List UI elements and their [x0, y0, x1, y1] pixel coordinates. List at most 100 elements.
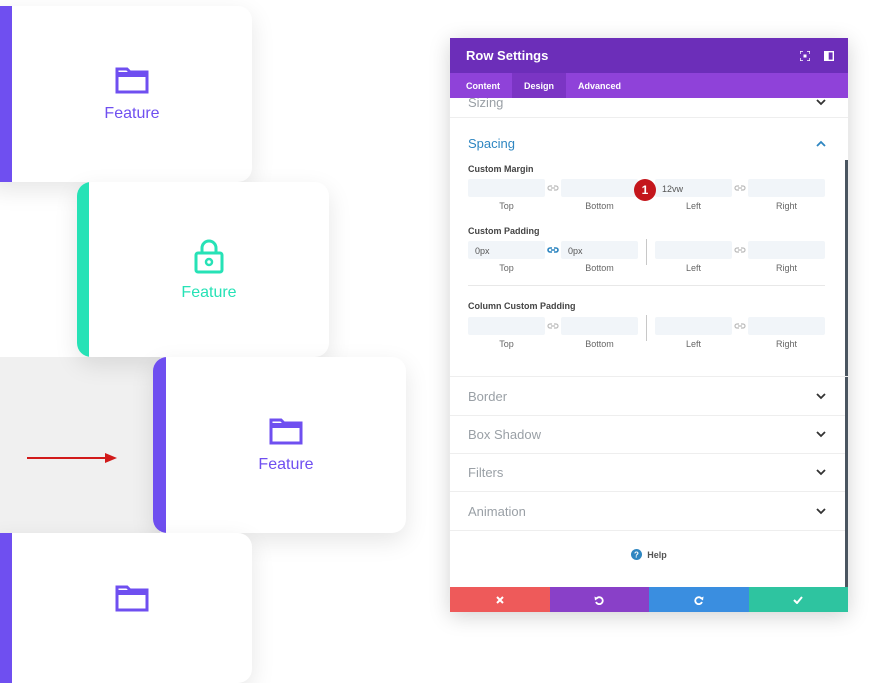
row-settings-panel: Row Settings Content Design Advanced Siz…	[450, 38, 848, 612]
card-accent-stripe	[0, 6, 12, 182]
scrollbar[interactable]	[845, 160, 848, 588]
custom-margin-label: Custom Margin	[468, 164, 534, 174]
chevron-up-icon	[816, 140, 826, 147]
panel-title: Row Settings	[466, 48, 549, 63]
folder-icon	[115, 585, 149, 612]
preview-background-band	[0, 357, 160, 533]
feature-card-3: Feature	[153, 357, 406, 533]
svg-text:?: ?	[634, 551, 639, 560]
field-label: Right	[775, 201, 797, 211]
feature-card-2: Feature	[77, 182, 329, 357]
section-title: Animation	[468, 503, 526, 519]
section-title: Filters	[468, 465, 504, 480]
link-active-icon[interactable]	[547, 245, 559, 255]
field-label: Top	[499, 339, 514, 349]
cancel-button[interactable]	[450, 587, 550, 612]
redo-button[interactable]	[649, 587, 749, 612]
field-label: Bottom	[585, 201, 614, 211]
column-padding-row: Top Bottom Left Right	[468, 315, 825, 349]
tab-advanced[interactable]: Advanced	[578, 80, 622, 91]
help-link[interactable]: ? Help	[450, 549, 848, 560]
field-label: Top	[499, 201, 514, 211]
tab-bar: Content Design Advanced	[450, 73, 848, 98]
divider	[646, 239, 647, 265]
custom-margin-row: Top Bottom 12vw Left Right	[468, 179, 825, 211]
folder-icon	[115, 67, 149, 94]
card-accent-stripe	[77, 182, 89, 357]
undo-button[interactable]	[549, 587, 649, 612]
redo-icon	[694, 595, 704, 605]
section-title: Border	[468, 388, 508, 404]
link-icon[interactable]	[734, 321, 746, 331]
padding-top-input[interactable]: 0px	[468, 241, 545, 259]
col-padding-left-input[interactable]	[655, 317, 732, 335]
section-title: Sizing	[468, 98, 504, 110]
margin-right-input[interactable]	[748, 179, 825, 197]
chevron-down-icon	[816, 469, 826, 476]
column-padding-label: Column Custom Padding	[468, 301, 576, 311]
sidebar-toggle-icon[interactable]	[824, 50, 834, 61]
margin-top-input[interactable]	[468, 179, 545, 197]
save-button[interactable]	[748, 587, 848, 612]
col-padding-top-input[interactable]	[468, 317, 545, 335]
margin-left-input[interactable]: 12vw	[655, 179, 732, 197]
margin-bottom-input[interactable]	[561, 179, 638, 197]
card-accent-stripe	[153, 357, 166, 533]
divider	[468, 285, 825, 286]
feature-label: Feature	[258, 456, 314, 473]
field-label: Left	[685, 339, 701, 349]
folder-icon	[269, 418, 303, 445]
panel-body: Sizing Spacing Custom Margin Top Bottom …	[450, 98, 848, 588]
fullscreen-icon[interactable]	[800, 50, 810, 61]
link-icon[interactable]	[547, 183, 559, 193]
panel-header: Row Settings	[450, 38, 848, 73]
col-padding-right-input[interactable]	[748, 317, 825, 335]
spacing-header[interactable]: Spacing	[450, 118, 848, 168]
feature-label: Feature	[181, 283, 237, 301]
field-label: Bottom	[585, 263, 614, 273]
section-sizing[interactable]: Sizing	[450, 98, 848, 118]
col-padding-bottom-input[interactable]	[561, 317, 638, 335]
red-arrow-icon	[27, 453, 117, 463]
section-title: Spacing	[468, 135, 515, 151]
panel-footer	[450, 587, 848, 612]
section-filters[interactable]: Filters	[450, 454, 848, 492]
divider	[646, 315, 647, 341]
step-badge: 1	[634, 179, 656, 201]
undo-icon	[594, 595, 604, 605]
link-icon[interactable]	[734, 183, 746, 193]
section-border[interactable]: Border	[450, 377, 848, 416]
custom-padding-row: 0px Top 0px Bottom Left Right	[468, 239, 825, 273]
card-accent-stripe	[0, 533, 12, 683]
check-icon	[793, 595, 804, 604]
chevron-down-icon	[816, 99, 826, 106]
padding-right-input[interactable]	[748, 241, 825, 259]
feature-card-1: Feature	[0, 6, 252, 182]
link-icon[interactable]	[547, 321, 559, 331]
chevron-down-icon	[816, 507, 826, 514]
section-animation[interactable]: Animation	[450, 492, 848, 531]
section-title: Box Shadow	[468, 427, 541, 442]
help-label: Help	[647, 549, 667, 560]
padding-bottom-input[interactable]: 0px	[561, 241, 638, 259]
field-label: Left	[685, 263, 701, 273]
field-label: Top	[499, 263, 514, 273]
field-label: Left	[685, 201, 701, 211]
tab-content[interactable]: Content	[466, 80, 500, 91]
close-icon	[496, 595, 504, 604]
section-spacing: Spacing Custom Margin Top Bottom 12vw Le…	[450, 118, 848, 377]
tab-design[interactable]: Design	[512, 73, 567, 98]
chevron-down-icon	[816, 431, 826, 438]
section-box-shadow[interactable]: Box Shadow	[450, 416, 848, 454]
feature-label: Feature	[104, 105, 160, 122]
lock-icon	[194, 239, 224, 273]
help-icon: ?	[631, 549, 643, 560]
field-label: Bottom	[585, 339, 614, 349]
custom-padding-label: Custom Padding	[468, 226, 540, 236]
padding-left-input[interactable]	[655, 241, 732, 259]
field-label: Right	[775, 263, 797, 273]
field-label: Right	[775, 339, 797, 349]
chevron-down-icon	[816, 392, 826, 399]
link-icon[interactable]	[734, 245, 746, 255]
feature-card-4	[0, 533, 252, 683]
